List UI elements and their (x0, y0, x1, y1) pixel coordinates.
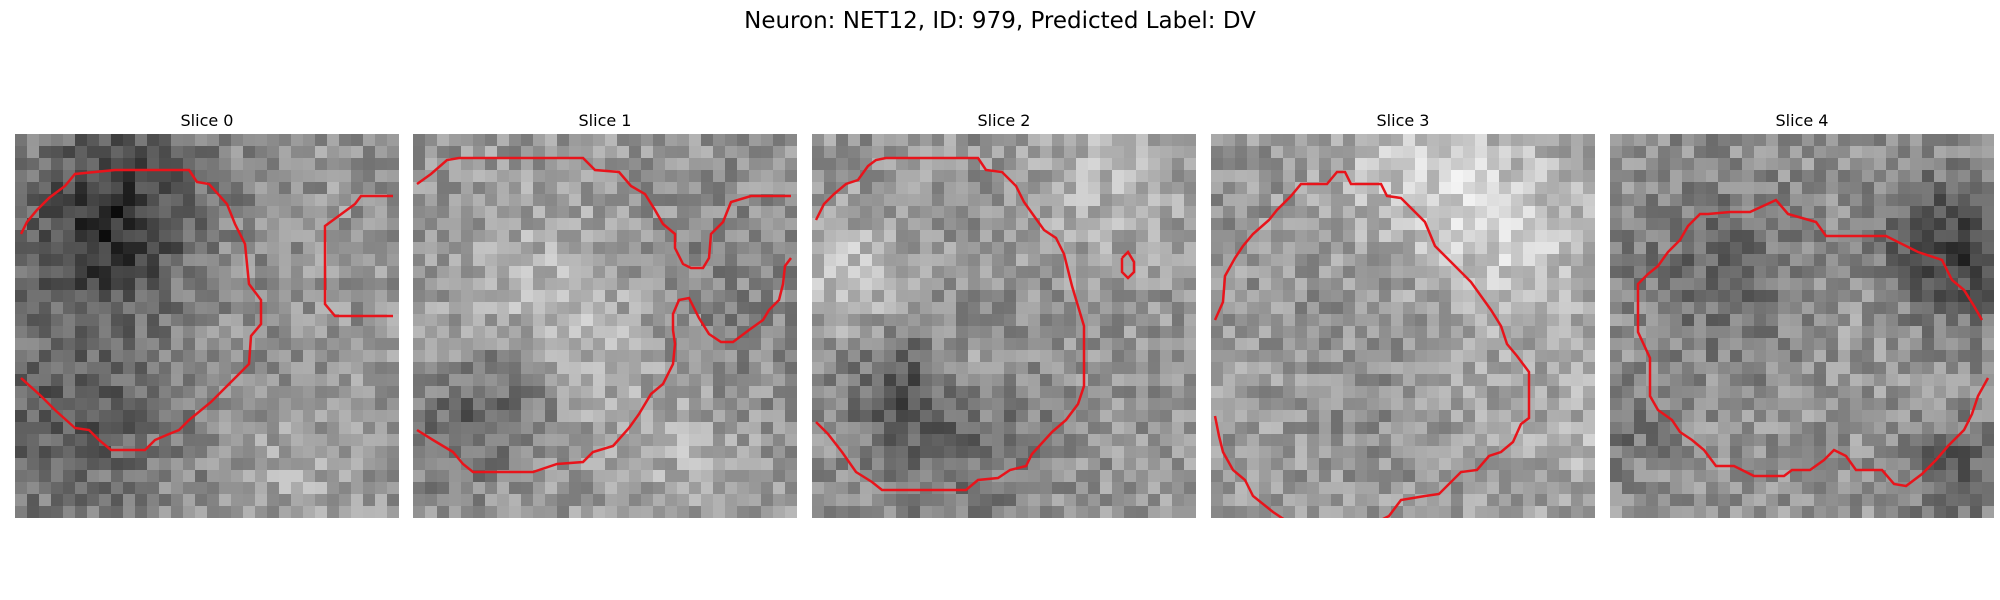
contour-line (1213, 170, 1531, 518)
slice-title: Slice 1 (578, 111, 632, 130)
slice-title: Slice 4 (1775, 111, 1829, 130)
slice-image-2 (812, 134, 1196, 518)
contour-line (19, 168, 263, 452)
slice-image-3 (1211, 134, 1595, 518)
slice-title: Slice 3 (1376, 111, 1430, 130)
slice-panel-2: Slice 2 (812, 108, 1196, 518)
slice-title: Slice 2 (977, 111, 1031, 130)
figure-title: Neuron: NET12, ID: 979, Predicted Label:… (744, 8, 1256, 34)
slice-panel-3: Slice 3 (1211, 108, 1595, 518)
contour-line (1636, 198, 1990, 488)
slice-image-4 (1610, 134, 1994, 518)
contour-line (416, 156, 791, 270)
slice-image-1 (413, 134, 797, 518)
slice-panel-1: Slice 1 (413, 108, 797, 518)
slice-panel-4: Slice 4 (1610, 108, 1994, 518)
contour-line (814, 156, 1086, 492)
contour-line (323, 194, 393, 318)
contour-line (1120, 249, 1136, 280)
slice-panel-0: Slice 0 (15, 108, 399, 518)
contour-line (416, 257, 792, 474)
slice-image-0 (15, 134, 399, 518)
slice-title: Slice 0 (180, 111, 234, 130)
